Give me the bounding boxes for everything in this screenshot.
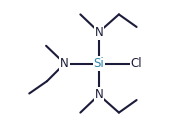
Text: N: N <box>94 88 103 101</box>
Text: N: N <box>60 57 69 70</box>
Text: Cl: Cl <box>131 57 142 70</box>
Text: N: N <box>94 26 103 39</box>
Text: Si: Si <box>94 57 104 70</box>
